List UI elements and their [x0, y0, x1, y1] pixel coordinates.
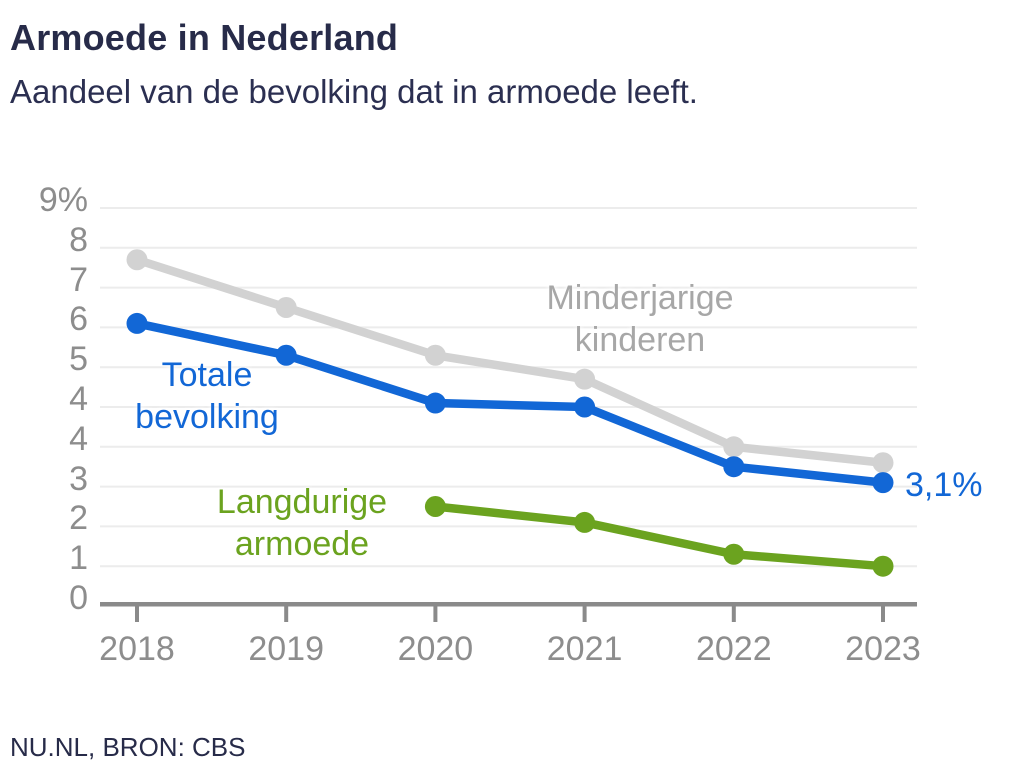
y-axis-tick-label: 5 — [69, 340, 88, 379]
series-line-totale-bevolking — [132, 319, 888, 487]
data-point-totale-bevolking — [723, 456, 745, 478]
x-axis-tick-label: 2020 — [397, 630, 474, 668]
y-axis-tick-label: 6 — [69, 300, 88, 339]
page-title: Armoede in Nederland — [10, 17, 399, 58]
data-point-totale-bevolking — [275, 344, 297, 366]
data-point-totale-bevolking — [872, 472, 894, 494]
series-line-langdurige-armoede — [431, 502, 888, 571]
x-axis-tick — [582, 604, 587, 622]
y-axis-tick-label: 0 — [69, 579, 88, 617]
x-axis-tick-label: 2023 — [845, 630, 921, 668]
x-axis-tick — [731, 604, 736, 622]
y-axis-tick-label: 3 — [69, 459, 88, 498]
page-subtitle: Aandeel van de bevolking dat in armoede … — [10, 73, 698, 110]
series-label-langdurige-armoede: Langdurige armoede — [217, 481, 387, 565]
data-point-minderjarige-kinderen — [126, 249, 148, 271]
y-axis-tick-label: 1 — [69, 539, 88, 578]
data-point-langdurige-armoede — [723, 543, 745, 565]
source-credit: NU.NL, BRON: CBS — [10, 732, 246, 762]
data-point-langdurige-armoede — [872, 555, 894, 577]
y-axis-tick-label: 4 — [69, 380, 88, 418]
data-point-minderjarige-kinderen — [872, 452, 894, 474]
series-label-line: Langdurige — [216, 483, 388, 521]
y-axis-tick-label: 4 — [69, 419, 88, 458]
final-value-label: 3,1% — [905, 466, 983, 504]
series-label-line: kinderen — [574, 321, 706, 359]
x-axis-tick-label: 2018 — [99, 630, 175, 668]
x-axis-tick — [135, 604, 139, 622]
x-axis-tick — [433, 604, 438, 622]
series-line-minderjarige-kinderen — [132, 255, 888, 467]
data-point-minderjarige-kinderen — [574, 368, 596, 390]
x-axis-tick-label: 2022 — [695, 630, 772, 668]
x-axis-tick-label: 2019 — [248, 630, 324, 668]
data-point-minderjarige-kinderen — [275, 297, 297, 318]
y-axis-tick-label: 9% — [38, 181, 88, 219]
x-axis-tick — [284, 604, 289, 622]
x-axis-tick — [881, 604, 885, 622]
y-axis-tick-label: 8 — [69, 220, 88, 259]
series-label-line: armoede — [234, 525, 370, 563]
series-label-minderjarige-kinderen: Minderjarige kinderen — [546, 277, 733, 361]
data-point-totale-bevolking — [424, 392, 446, 414]
x-axis-line — [100, 602, 917, 607]
data-point-langdurige-armoede — [574, 511, 596, 533]
data-point-langdurige-armoede — [424, 496, 446, 517]
series-label-line: Totale — [161, 356, 253, 394]
x-axis-tick-label: 2021 — [546, 630, 623, 668]
data-point-totale-bevolking — [126, 312, 148, 334]
y-axis-tick-label: 7 — [69, 260, 88, 299]
series-label-totale-bevolking: Totale bevolking — [135, 354, 279, 438]
series-label-line: bevolking — [135, 398, 279, 436]
series-label-line: Minderjarige — [546, 279, 734, 317]
data-point-minderjarige-kinderen — [424, 344, 446, 366]
y-axis-tick-label: 2 — [69, 499, 88, 538]
data-point-totale-bevolking — [574, 396, 596, 418]
data-point-minderjarige-kinderen — [723, 436, 745, 458]
